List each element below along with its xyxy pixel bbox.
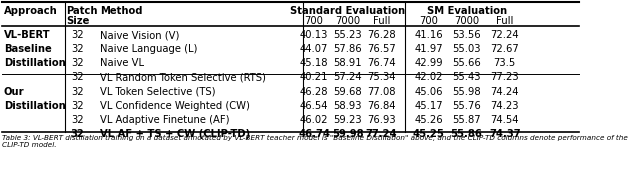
- Text: 32: 32: [71, 72, 83, 82]
- Text: Table 3: VL-BERT distillation training on a dataset annotated by VL-BERT teacher: Table 3: VL-BERT distillation training o…: [2, 135, 628, 148]
- Text: 42.02: 42.02: [414, 72, 443, 82]
- Text: Method: Method: [100, 6, 142, 16]
- Text: 74.24: 74.24: [490, 87, 519, 97]
- Text: 46.28: 46.28: [300, 87, 328, 97]
- Text: SM Evaluation: SM Evaluation: [426, 6, 507, 16]
- Text: Full: Full: [372, 16, 390, 26]
- Text: Patch: Patch: [67, 6, 98, 16]
- Text: 32: 32: [71, 44, 83, 54]
- Text: 7000: 7000: [335, 16, 360, 26]
- Text: 53.56: 53.56: [452, 30, 481, 40]
- Text: 32: 32: [71, 101, 83, 111]
- Text: 42.99: 42.99: [414, 58, 443, 68]
- Text: 77.23: 77.23: [490, 72, 519, 82]
- Text: 45.17: 45.17: [414, 101, 443, 111]
- Text: 32: 32: [71, 87, 83, 97]
- Text: 74.23: 74.23: [490, 101, 519, 111]
- Text: 75.34: 75.34: [367, 72, 396, 82]
- Text: 76.93: 76.93: [367, 115, 396, 125]
- Text: 72.67: 72.67: [490, 44, 519, 54]
- Text: 55.66: 55.66: [452, 58, 481, 68]
- Text: 32: 32: [70, 129, 84, 139]
- Text: 76.57: 76.57: [367, 44, 396, 54]
- Text: 46.74: 46.74: [298, 129, 330, 139]
- Text: 74.37: 74.37: [489, 129, 520, 139]
- Text: Size: Size: [67, 16, 90, 26]
- Text: 55.03: 55.03: [452, 44, 481, 54]
- Text: 700: 700: [419, 16, 438, 26]
- Text: Distillation: Distillation: [4, 58, 65, 68]
- Text: 76.84: 76.84: [367, 101, 396, 111]
- Text: Distillation: Distillation: [4, 101, 65, 111]
- Text: 46.02: 46.02: [300, 115, 328, 125]
- Text: 59.98: 59.98: [332, 129, 364, 139]
- Text: 7000: 7000: [454, 16, 479, 26]
- Text: Baseline: Baseline: [4, 44, 51, 54]
- Text: 45.18: 45.18: [300, 58, 328, 68]
- Text: 700: 700: [305, 16, 323, 26]
- Text: VL Random Token Selective (RTS): VL Random Token Selective (RTS): [100, 72, 266, 82]
- Text: 45.26: 45.26: [414, 115, 443, 125]
- Text: 32: 32: [71, 30, 83, 40]
- Text: 41.97: 41.97: [414, 44, 443, 54]
- Text: Naive VL: Naive VL: [100, 58, 144, 68]
- Text: 59.68: 59.68: [333, 87, 362, 97]
- Text: 57.86: 57.86: [333, 44, 362, 54]
- Text: Approach: Approach: [4, 6, 58, 16]
- Text: 76.28: 76.28: [367, 30, 396, 40]
- Text: Naive Language (L): Naive Language (L): [100, 44, 197, 54]
- Text: 57.24: 57.24: [333, 72, 362, 82]
- Text: Our: Our: [4, 87, 24, 97]
- Text: 44.07: 44.07: [300, 44, 328, 54]
- Text: 59.23: 59.23: [333, 115, 362, 125]
- Text: VL Token Selective (TS): VL Token Selective (TS): [100, 87, 215, 97]
- Text: 40.21: 40.21: [300, 72, 328, 82]
- Text: 77.24: 77.24: [365, 129, 397, 139]
- Text: VL Confidence Weighted (CW): VL Confidence Weighted (CW): [100, 101, 250, 111]
- Text: 45.25: 45.25: [413, 129, 444, 139]
- Text: 74.54: 74.54: [490, 115, 519, 125]
- Text: Naive Vision (V): Naive Vision (V): [100, 30, 179, 40]
- Text: VL Adaptive Finetune (AF): VL Adaptive Finetune (AF): [100, 115, 229, 125]
- Text: 32: 32: [71, 58, 83, 68]
- Text: VL-BERT: VL-BERT: [4, 30, 51, 40]
- Text: 41.16: 41.16: [414, 30, 443, 40]
- Text: 77.08: 77.08: [367, 87, 396, 97]
- Text: 55.98: 55.98: [452, 87, 481, 97]
- Text: 46.54: 46.54: [300, 101, 328, 111]
- Text: Standard Evaluation: Standard Evaluation: [290, 6, 405, 16]
- Text: 45.06: 45.06: [414, 87, 443, 97]
- Text: VL AF + TS + CW (CLIP-TD): VL AF + TS + CW (CLIP-TD): [100, 129, 250, 139]
- Text: 58.93: 58.93: [333, 101, 362, 111]
- Text: 55.43: 55.43: [452, 72, 481, 82]
- Text: 72.24: 72.24: [490, 30, 519, 40]
- Text: 55.76: 55.76: [452, 101, 481, 111]
- Text: 55.86: 55.86: [451, 129, 483, 139]
- Text: 55.23: 55.23: [333, 30, 362, 40]
- Text: 55.87: 55.87: [452, 115, 481, 125]
- Text: Full: Full: [496, 16, 513, 26]
- Text: 32: 32: [71, 115, 83, 125]
- Text: 73.5: 73.5: [493, 58, 516, 68]
- Text: 58.91: 58.91: [333, 58, 362, 68]
- Text: 40.13: 40.13: [300, 30, 328, 40]
- Text: 76.74: 76.74: [367, 58, 396, 68]
